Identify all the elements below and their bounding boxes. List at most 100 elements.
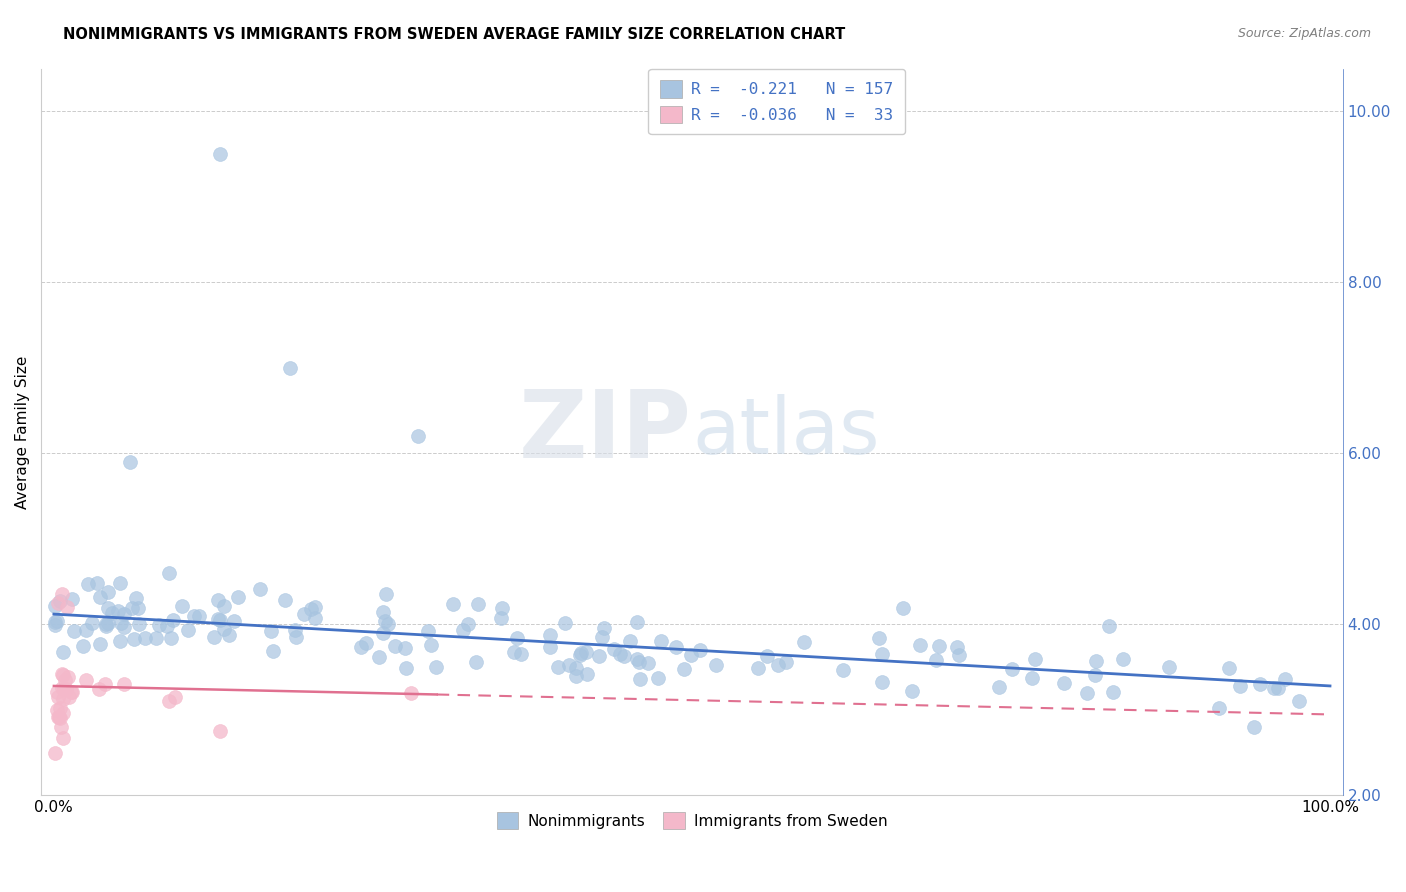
Point [647, 671, 669, 685]
Text: Source: ZipAtlas.com: Source: ZipAtlas.com [1237, 27, 1371, 40]
Point [77, 576, 100, 591]
Point [591, 630, 613, 644]
Point [384, 639, 406, 653]
Point [52, 667, 75, 681]
Point [249, 582, 271, 596]
Point [416, 624, 439, 638]
Point [628, 672, 651, 686]
Point [1102, 685, 1125, 699]
Point [120, 455, 142, 469]
Point [46, 710, 69, 724]
Point [609, 648, 631, 662]
Point [60, 685, 83, 699]
Point [755, 648, 778, 663]
Point [948, 648, 970, 663]
Point [51, 681, 73, 695]
Point [1076, 685, 1098, 699]
Point [121, 601, 143, 615]
Y-axis label: Average Family Size: Average Family Size [15, 355, 30, 508]
Point [689, 643, 711, 657]
Point [208, 724, 231, 739]
Point [650, 633, 672, 648]
Point [371, 606, 394, 620]
Point [627, 655, 650, 669]
Point [569, 646, 592, 660]
Point [368, 649, 391, 664]
Point [60, 685, 83, 699]
Point [48, 710, 70, 724]
Point [925, 653, 948, 667]
Point [457, 617, 479, 632]
Point [747, 661, 769, 675]
Point [1001, 663, 1024, 677]
Point [453, 623, 475, 637]
Point [1208, 700, 1230, 714]
Point [110, 634, 132, 648]
Point [55, 681, 77, 696]
Point [94, 617, 117, 632]
Point [441, 597, 464, 611]
Point [637, 656, 659, 670]
Point [406, 429, 429, 443]
Point [262, 644, 284, 658]
Point [44, 599, 66, 613]
Point [593, 622, 616, 636]
Point [44, 746, 66, 760]
Point [177, 624, 200, 638]
Point [97, 616, 120, 631]
Point [46, 596, 69, 610]
Point [1098, 618, 1121, 632]
Point [44, 617, 66, 632]
Point [97, 601, 120, 615]
Point [260, 624, 283, 638]
Point [619, 633, 641, 648]
Legend: Nonimmigrants, Immigrants from Sweden: Nonimmigrants, Immigrants from Sweden [491, 806, 893, 835]
Point [1274, 672, 1296, 686]
Point [377, 617, 399, 632]
Point [53, 681, 76, 696]
Point [832, 663, 855, 677]
Point [112, 677, 135, 691]
Point [148, 618, 170, 632]
Point [60, 592, 83, 607]
Point [75, 673, 97, 687]
Point [350, 640, 373, 654]
Point [374, 614, 396, 628]
Point [45, 615, 67, 629]
Point [207, 612, 229, 626]
Point [374, 587, 396, 601]
Point [574, 645, 596, 659]
Point [108, 576, 131, 591]
Point [588, 649, 610, 664]
Point [63, 624, 86, 639]
Point [208, 614, 231, 628]
Point [274, 592, 297, 607]
Point [558, 657, 581, 672]
Point [278, 360, 301, 375]
Point [1024, 652, 1046, 666]
Point [52, 692, 75, 706]
Point [419, 638, 441, 652]
Point [626, 652, 648, 666]
Point [87, 681, 110, 696]
Point [48, 594, 70, 608]
Point [399, 686, 422, 700]
Point [613, 648, 636, 663]
Point [371, 626, 394, 640]
Point [465, 655, 488, 669]
Point [901, 684, 924, 698]
Point [48, 711, 70, 725]
Point [110, 616, 132, 631]
Point [58, 690, 80, 705]
Point [112, 607, 135, 621]
Point [304, 600, 326, 615]
Point [52, 645, 75, 659]
Point [218, 628, 240, 642]
Point [72, 640, 94, 654]
Point [52, 731, 75, 745]
Point [51, 666, 73, 681]
Point [891, 601, 914, 615]
Point [766, 657, 789, 672]
Point [134, 631, 156, 645]
Point [1288, 694, 1310, 708]
